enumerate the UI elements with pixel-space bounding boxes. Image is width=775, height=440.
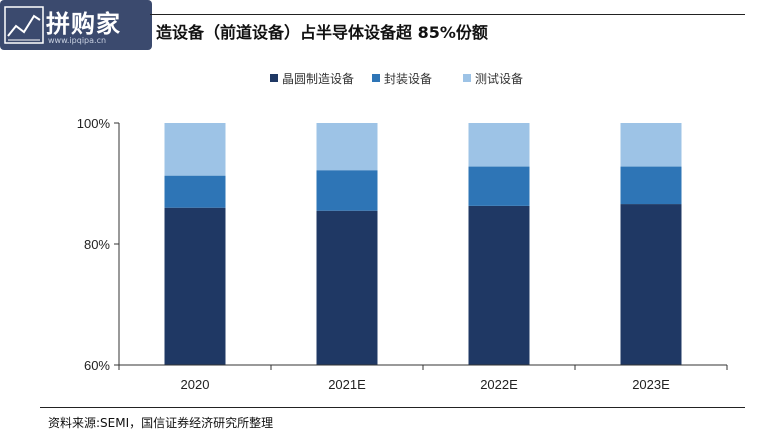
top-divider — [150, 14, 745, 15]
bar-2022E-2 — [468, 123, 530, 167]
legend-label-1: 封装设备 — [384, 72, 432, 86]
bar-2021E-1 — [316, 170, 378, 211]
legend-swatch-0 — [270, 74, 278, 82]
x-tick-label-1: 2021E — [328, 377, 366, 392]
y-tick-label-1: 80% — [84, 237, 110, 252]
y-tick-label-2: 100% — [77, 116, 111, 131]
legend-swatch-1 — [372, 74, 380, 82]
bar-2023E-2 — [620, 123, 682, 167]
x-tick-label-2: 2022E — [480, 377, 518, 392]
bar-2023E-0 — [620, 204, 682, 365]
axes-group: 60% 80% 100% 2020 2021E 2022E 2023E — [77, 116, 728, 392]
bottom-divider — [40, 407, 745, 408]
y-tick-label-0: 60% — [84, 358, 110, 373]
legend: 晶圆制造设备 封装设备 测试设备 — [270, 71, 523, 86]
chart-title: 造设备（前道设备）占半导体设备超 85%份额 — [156, 23, 488, 42]
bar-2020-1 — [164, 175, 226, 208]
logo-text: 拼购家 — [46, 10, 121, 38]
bar-2020-0 — [164, 207, 226, 365]
bar-2023E-1 — [620, 166, 682, 205]
bar-2022E-1 — [468, 166, 530, 206]
x-tick-label-0: 2020 — [181, 377, 210, 392]
legend-label-0: 晶圆制造设备 — [282, 72, 354, 86]
bar-2021E-0 — [316, 210, 378, 365]
legend-swatch-2 — [463, 74, 471, 82]
x-tick-label-3: 2023E — [632, 377, 670, 392]
logo-url: www.ipqipa.cn — [48, 36, 107, 45]
logo: 拼购家 www.ipqipa.cn — [0, 0, 152, 50]
bar-2022E-0 — [468, 205, 530, 365]
legend-label-2: 测试设备 — [475, 71, 523, 86]
bar-2021E-2 — [316, 123, 378, 171]
source-note: 资料来源:SEMI，国信证券经济研究所整理 — [48, 416, 274, 430]
bar-2020-2 — [164, 123, 226, 176]
bars-group — [164, 123, 682, 365]
chart-logo-icon — [4, 6, 44, 44]
